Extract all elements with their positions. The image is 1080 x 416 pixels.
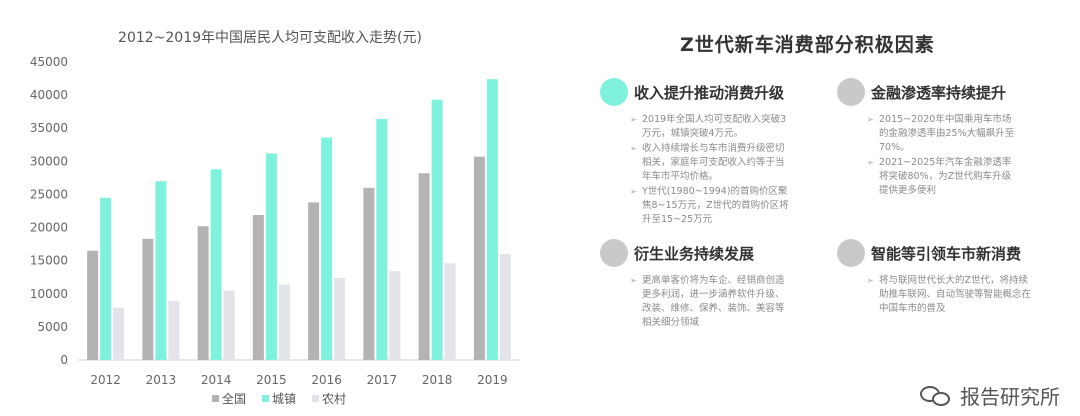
x-tick-label: 2016 bbox=[311, 373, 342, 387]
right-panel-title: Z世代新车消费部分积极因素 bbox=[680, 34, 935, 56]
bar-2018-1 bbox=[431, 99, 443, 360]
card-title: 收入提升推动消费升级 bbox=[634, 83, 785, 102]
y-tick-label: 10000 bbox=[30, 287, 68, 301]
bullet-item: 更高单客价将为车企、经销商创造更多利润，进一步涵养软件升级、改装、维修、保养、装… bbox=[630, 274, 790, 330]
bar-2014-2 bbox=[223, 290, 235, 360]
bar-2019-1 bbox=[486, 79, 498, 361]
bar-2012-0 bbox=[87, 250, 99, 360]
legend-label: 全国 bbox=[222, 391, 246, 406]
bar-2018-2 bbox=[444, 263, 456, 360]
x-tick-label: 2013 bbox=[146, 373, 177, 387]
bullet-item: 2019年全国人均可支配收入突破3万元，城镇突破4万元。 bbox=[630, 113, 790, 141]
x-tick-label: 2019 bbox=[477, 373, 508, 387]
x-tick-label: 2012 bbox=[90, 373, 121, 387]
y-tick-label: 25000 bbox=[30, 187, 68, 201]
bar-2014-1 bbox=[210, 169, 222, 360]
income-bar-chart: 2012~2019年中国居民人均可支配收入走势(元) 0 5000 10000 150… bbox=[30, 30, 520, 406]
bar-2016-2 bbox=[334, 277, 346, 360]
teal-dot-icon bbox=[600, 78, 628, 106]
bullet-item: 2021~2025年汽车金融渗透率将突破80%，为Z世代购车升级提供更多便利 bbox=[867, 156, 1017, 198]
legend-label: 城镇 bbox=[272, 392, 296, 406]
y-tick-label: 0 bbox=[60, 353, 68, 367]
footer-text: 报告研究所 bbox=[960, 385, 1060, 409]
bar-2016-0 bbox=[308, 202, 320, 360]
bar-2012-1 bbox=[100, 197, 112, 360]
chart-legend: 全国 城镇 农村 bbox=[212, 391, 346, 406]
bar-2015-2 bbox=[278, 284, 290, 360]
y-tick-label: 40000 bbox=[30, 88, 68, 102]
bullet-item: Y世代(1980~1994)的首购价区聚焦8~15万元，Z世代的首购价区将升至1… bbox=[630, 185, 790, 227]
gray-dot-icon bbox=[600, 239, 628, 267]
bar-2014-0 bbox=[197, 226, 209, 360]
card-title: 智能等引领车市新消费 bbox=[871, 244, 1022, 263]
bar-2019-2 bbox=[499, 254, 511, 360]
x-axis: 2012 2013 2014 2015 2016 2017 2018 2019 bbox=[78, 359, 520, 387]
x-tick-label: 2014 bbox=[201, 373, 232, 387]
card-title: 衍生业务持续发展 bbox=[634, 244, 755, 263]
bar-2016-1 bbox=[321, 137, 333, 360]
bullet-list: 2015~2020年中国乘用车市场的金融渗透率由25%大幅飙升至70%。 202… bbox=[867, 113, 1067, 198]
bar-2015-0 bbox=[252, 214, 264, 360]
y-tick-label: 5000 bbox=[37, 320, 68, 334]
factor-card-smart: 智能等引领车市新消费 将与联网世代长大的Z世代，将持续助推车联网、自动驾驶等智能… bbox=[837, 238, 1067, 317]
bar-2017-2 bbox=[389, 271, 401, 360]
bars bbox=[87, 79, 511, 361]
factor-card-finance: 金融渗透率持续提升 2015~2020年中国乘用车市场的金融渗透率由25%大幅飙… bbox=[837, 77, 1067, 199]
bullet-list: 2019年全国人均可支配收入突破3万元，城镇突破4万元。 收入持续增长与车市消费… bbox=[630, 113, 830, 227]
factor-card-derivative: 衍生业务持续发展 更高单客价将为车企、经销商创造更多利润，进一步涵养软件升级、改… bbox=[600, 238, 830, 331]
bar-2017-1 bbox=[376, 118, 388, 360]
legend-swatch bbox=[312, 395, 319, 402]
x-tick-label: 2017 bbox=[367, 373, 398, 387]
gray-dot-icon bbox=[837, 78, 865, 106]
bar-2012-2 bbox=[113, 307, 125, 360]
bullet-item: 收入持续增长与车市消费升级密切相关，家庭年可支配收入约等于当年车市平均价格。 bbox=[630, 142, 790, 184]
wechat-icon bbox=[920, 384, 954, 408]
bullet-item: 将与联网世代长大的Z世代，将持续助推车联网、自动驾驶等智能概念在中国车市的普及 bbox=[867, 274, 1037, 316]
y-tick-label: 20000 bbox=[30, 221, 68, 235]
y-tick-label: 35000 bbox=[30, 121, 68, 135]
bar-2015-1 bbox=[265, 153, 277, 360]
legend-label: 农村 bbox=[322, 392, 346, 406]
y-tick-label: 15000 bbox=[30, 254, 68, 268]
bar-2013-0 bbox=[142, 238, 154, 360]
bar-2019-0 bbox=[473, 156, 485, 360]
bullet-list: 更高单客价将为车企、经销商创造更多利润，进一步涵养软件升级、改装、维修、保养、装… bbox=[630, 274, 830, 330]
x-tick-label: 2018 bbox=[422, 373, 453, 387]
gray-dot-icon bbox=[837, 239, 865, 267]
y-tick-label: 30000 bbox=[30, 154, 68, 168]
bar-2018-0 bbox=[418, 173, 430, 360]
y-tick-label: 45000 bbox=[30, 55, 68, 69]
bar-2017-0 bbox=[363, 187, 375, 360]
bar-2013-1 bbox=[155, 181, 167, 360]
source-watermark: 报告研究所 bbox=[920, 381, 1060, 410]
bullet-list: 将与联网世代长大的Z世代，将持续助推车联网、自动驾驶等智能概念在中国车市的普及 bbox=[867, 274, 1067, 316]
bar-2013-2 bbox=[168, 301, 180, 360]
y-axis: 0 5000 10000 15000 20000 25000 30000 35000 40000… bbox=[30, 55, 68, 367]
factor-card-income: 收入提升推动消费升级 2019年全国人均可支配收入突破3万元，城镇突破4万元。 … bbox=[600, 77, 830, 228]
card-title: 金融渗透率持续提升 bbox=[871, 83, 1007, 102]
x-tick-label: 2015 bbox=[256, 373, 287, 387]
legend-swatch bbox=[212, 395, 219, 402]
chart-title: 2012~2019年中国居民人均可支配收入走势(元) bbox=[118, 30, 422, 46]
legend-swatch bbox=[262, 395, 269, 402]
bullet-item: 2015~2020年中国乘用车市场的金融渗透率由25%大幅飙升至70%。 bbox=[867, 113, 1017, 155]
